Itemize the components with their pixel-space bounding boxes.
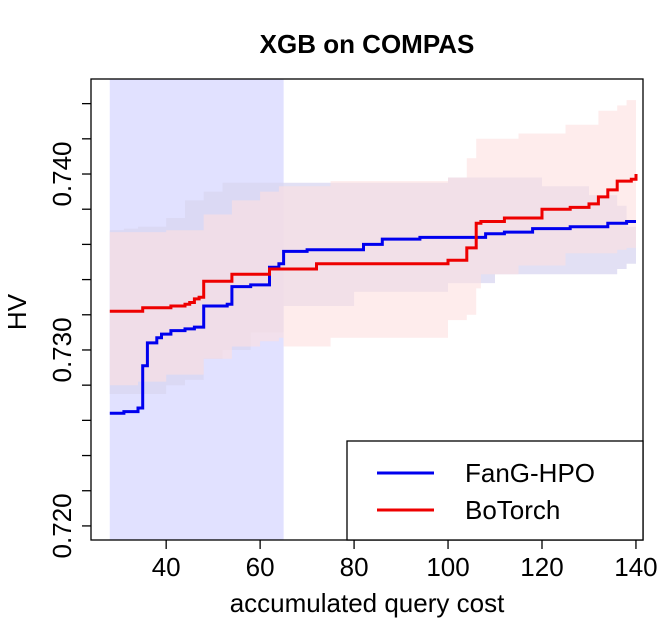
y-tick-label: 0.720 bbox=[47, 493, 77, 558]
chart-title: XGB on COMPAS bbox=[260, 29, 475, 59]
legend-label-fang-hpo: FanG-HPO bbox=[465, 458, 595, 488]
x-tick-label: 80 bbox=[340, 552, 369, 582]
x-tick-label: 100 bbox=[426, 552, 469, 582]
x-tick-label: 60 bbox=[246, 552, 275, 582]
series-line-botorch bbox=[109, 174, 638, 313]
band-botorch bbox=[109, 96, 637, 386]
x-axis-label: accumulated query cost bbox=[230, 588, 505, 618]
series-line-fang-hpo bbox=[109, 220, 636, 415]
x-tick-label: 140 bbox=[614, 552, 657, 582]
legend-label-botorch: BoTorch bbox=[465, 495, 560, 525]
x-tick-label: 120 bbox=[520, 552, 563, 582]
legend-box bbox=[346, 440, 644, 541]
x-tick-label: 40 bbox=[152, 552, 181, 582]
y-tick-label: 0.730 bbox=[47, 317, 77, 382]
plot-area: 40 60 80 100 120 140 0.720 0.730 0.740 FanG-HPO Bo… bbox=[47, 78, 658, 582]
y-axis-label: HV bbox=[2, 293, 32, 330]
y-tick-label: 0.740 bbox=[47, 141, 77, 206]
